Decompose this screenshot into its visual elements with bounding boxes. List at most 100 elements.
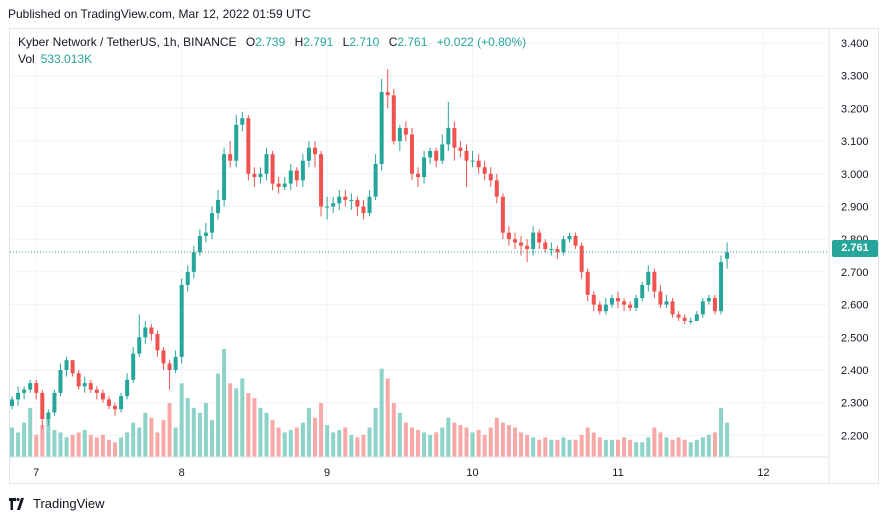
- candle: [331, 196, 336, 214]
- candle: [646, 265, 651, 292]
- candle-body: [100, 392, 105, 400]
- volume-bar: [712, 432, 717, 457]
- candle: [64, 356, 69, 377]
- volume-bar: [603, 439, 608, 457]
- volume-bar: [416, 430, 421, 457]
- volume-bar: [209, 420, 214, 457]
- candle: [706, 294, 711, 305]
- volume-bar: [22, 422, 27, 457]
- candle: [94, 386, 99, 400]
- volume-bar: [422, 432, 427, 457]
- volume-bar: [185, 398, 190, 457]
- candle: [549, 242, 554, 256]
- candle-body: [264, 154, 269, 174]
- candle-body: [682, 317, 687, 321]
- candle-body: [440, 144, 445, 161]
- candle: [512, 232, 517, 250]
- volume-bar: [216, 373, 221, 457]
- candle-body: [197, 235, 202, 253]
- candle-body: [676, 314, 681, 318]
- price-tick-label: 2.900: [841, 202, 869, 214]
- candle-body: [452, 128, 457, 148]
- volume-bar: [676, 437, 681, 457]
- candle-body: [228, 154, 233, 161]
- high-label: H: [294, 35, 304, 49]
- volume-bar: [355, 437, 360, 457]
- volume-bar: [531, 437, 536, 457]
- candle: [16, 386, 21, 406]
- candle-body: [46, 412, 51, 420]
- candle-body: [325, 206, 330, 208]
- volume-bar: [94, 437, 99, 457]
- change-value: +0.022 (+0.80%): [436, 35, 527, 49]
- candle-body: [658, 291, 663, 305]
- candle-body: [234, 124, 239, 161]
- volume-bar: [319, 403, 324, 457]
- candle: [519, 235, 524, 256]
- volume-bar: [28, 407, 33, 457]
- volume-bar: [525, 434, 530, 457]
- candle-body: [470, 160, 475, 162]
- candle: [658, 284, 663, 308]
- volume-bar: [688, 442, 693, 457]
- volume-bar: [258, 407, 263, 457]
- candle-body: [549, 249, 554, 251]
- volume-bar: [240, 378, 245, 457]
- volume-bar: [452, 422, 457, 457]
- volume-bar: [397, 412, 402, 457]
- candle: [379, 78, 384, 171]
- candle: [725, 242, 730, 269]
- volume-bar: [173, 427, 178, 457]
- candle-body: [397, 128, 402, 142]
- candle-body: [337, 196, 342, 204]
- volume-bar: [440, 427, 445, 457]
- volume-bar: [446, 417, 451, 457]
- candle-body: [209, 213, 214, 233]
- candle-body: [94, 389, 99, 393]
- low-label: L: [342, 35, 350, 49]
- low-value: 2.710: [349, 35, 380, 49]
- price-tick-label: 2.200: [841, 430, 869, 442]
- tradingview-branding[interactable]: TradingView: [9, 496, 105, 511]
- volume-bar: [585, 427, 590, 457]
- candle: [76, 370, 81, 390]
- candle-body: [155, 334, 160, 351]
- candle-body: [306, 147, 311, 161]
- candle: [46, 409, 51, 426]
- candle: [464, 144, 469, 187]
- candle: [337, 190, 342, 210]
- candle: [537, 229, 542, 250]
- tradingview-logo-icon: [9, 497, 24, 510]
- price-tick-label: 2.600: [841, 300, 869, 312]
- candle-body: [519, 242, 524, 246]
- candle-body: [567, 235, 572, 240]
- volume-bar: [191, 407, 196, 457]
- candle-body: [670, 301, 675, 315]
- volume-bar: [106, 439, 111, 457]
- high-value: 2.791: [303, 35, 334, 49]
- candle-body: [579, 245, 584, 272]
- price-tick-label: 3.300: [841, 71, 869, 83]
- volume-bar: [640, 442, 645, 457]
- candle-body: [391, 95, 396, 142]
- candle: [585, 268, 590, 302]
- candle-body: [252, 173, 257, 178]
- candle: [161, 347, 166, 370]
- volume-bar: [682, 439, 687, 457]
- volume-bar: [149, 417, 154, 457]
- candle-body: [203, 232, 208, 236]
- volume-value: 533.013K: [40, 52, 93, 66]
- time-tick-label: 9: [324, 467, 330, 479]
- volume-bar: [331, 432, 336, 457]
- candle: [567, 232, 572, 243]
- candle: [246, 114, 251, 181]
- candle: [131, 347, 136, 384]
- chart-frame[interactable]: [9, 28, 879, 484]
- candle-body: [555, 249, 560, 253]
- volume-bar: [597, 437, 602, 457]
- candle: [82, 376, 87, 393]
- candle: [294, 167, 299, 187]
- candle: [434, 147, 439, 168]
- candle: [58, 363, 63, 397]
